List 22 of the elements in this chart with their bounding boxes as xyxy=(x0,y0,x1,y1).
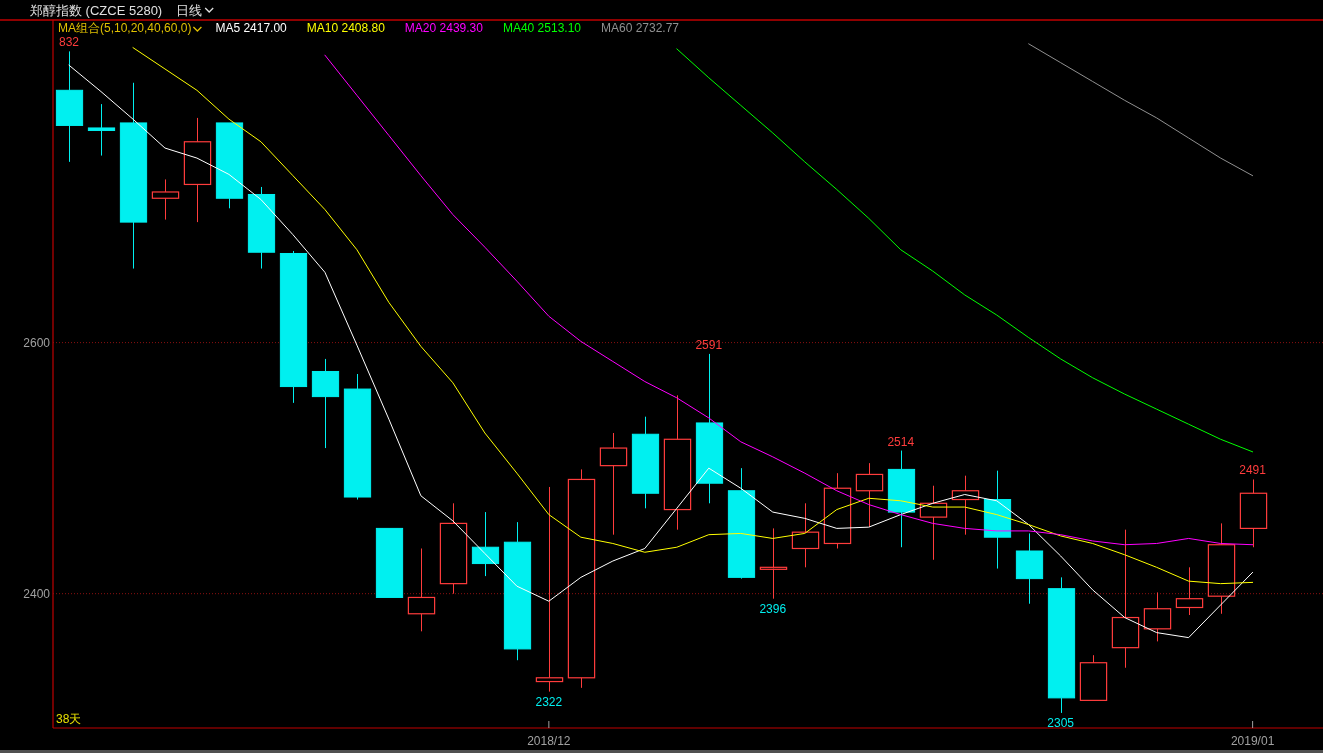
annotation: 2491 xyxy=(1239,463,1267,478)
annotation: 2322 xyxy=(535,694,563,709)
chart-subtitle: 日线 xyxy=(176,3,203,18)
text: MA20 2439.30 xyxy=(404,21,484,35)
text: MA5 2417.00 xyxy=(215,21,288,35)
line-series xyxy=(676,48,1254,453)
annotation: 832 xyxy=(58,35,80,50)
text: MA40 2513.10 xyxy=(502,21,582,35)
annotation: 2305 xyxy=(1047,715,1075,730)
y-tick-label: 2400 xyxy=(23,586,51,601)
x-tick-label: 2019/01 xyxy=(1230,734,1275,748)
annotation: 38天 xyxy=(56,712,82,726)
chart-title: 郑醇指数 (CZCE 5280) xyxy=(30,3,163,18)
legend-title: MA组合(5,10,20,40,60,0) xyxy=(58,21,192,35)
text: MA10 2408.80 xyxy=(306,21,386,35)
annotation: 2396 xyxy=(759,601,787,616)
annotation: 2591 xyxy=(695,337,723,352)
y-tick-label: 2600 xyxy=(23,335,51,350)
annotation: 2514 xyxy=(887,434,915,449)
text: MA60 2732.77 xyxy=(600,21,680,35)
x-tick-label: 2018/12 xyxy=(527,734,571,748)
line-series xyxy=(1028,43,1254,177)
